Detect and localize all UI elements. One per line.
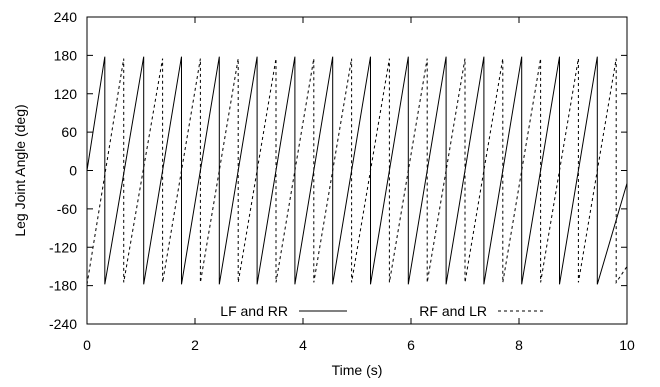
y-tick-label: 180 bbox=[54, 47, 78, 63]
series-line-rf-lr bbox=[86, 58, 628, 285]
y-tick-label: -120 bbox=[49, 239, 77, 255]
plot-area: 0 2 4 6 8 10 -240 -180 -120 -60 0 60 120 180 240 bbox=[49, 9, 635, 353]
y-tick-label: -180 bbox=[49, 278, 77, 294]
x-tick-label: 2 bbox=[191, 337, 199, 353]
legend-label: LF and RR bbox=[220, 303, 288, 319]
y-tick-label: -60 bbox=[57, 201, 77, 217]
y-axis-label: Leg Joint Angle (deg) bbox=[12, 104, 28, 236]
series-line-lf-rr bbox=[86, 56, 628, 285]
y-tick-label: 120 bbox=[54, 86, 78, 102]
y-tick-label: -240 bbox=[49, 316, 77, 332]
y-tick-label: 240 bbox=[54, 9, 78, 25]
plot-frame bbox=[86, 16, 628, 325]
y-tick-label: 0 bbox=[69, 163, 77, 179]
legend: LF and RR RF and LR bbox=[220, 303, 545, 319]
x-tick-label: 0 bbox=[83, 337, 91, 353]
ticks: 0 2 4 6 8 10 -240 -180 -120 -60 0 60 120 180 240 bbox=[49, 9, 635, 353]
x-tick-label: 8 bbox=[515, 337, 523, 353]
x-tick-label: 10 bbox=[619, 337, 635, 353]
x-tick-label: 4 bbox=[299, 337, 307, 353]
y-tick-label: 60 bbox=[61, 124, 77, 140]
x-axis-label: Time (s) bbox=[332, 362, 383, 378]
legend-label: RF and LR bbox=[419, 303, 487, 319]
x-tick-label: 6 bbox=[407, 337, 415, 353]
series-layer bbox=[86, 56, 628, 285]
labels: Time (s) Leg Joint Angle (deg) bbox=[12, 104, 382, 378]
